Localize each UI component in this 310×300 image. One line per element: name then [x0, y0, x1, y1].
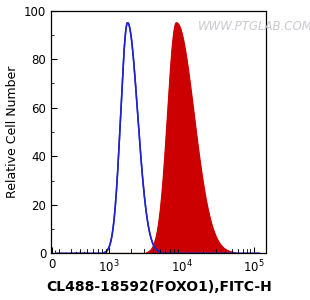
Y-axis label: Relative Cell Number: Relative Cell Number	[6, 66, 19, 198]
X-axis label: CL488-18592(FOXO1),FITC-H: CL488-18592(FOXO1),FITC-H	[46, 280, 272, 294]
Text: WWW.PTGLAB.COM: WWW.PTGLAB.COM	[197, 20, 310, 33]
